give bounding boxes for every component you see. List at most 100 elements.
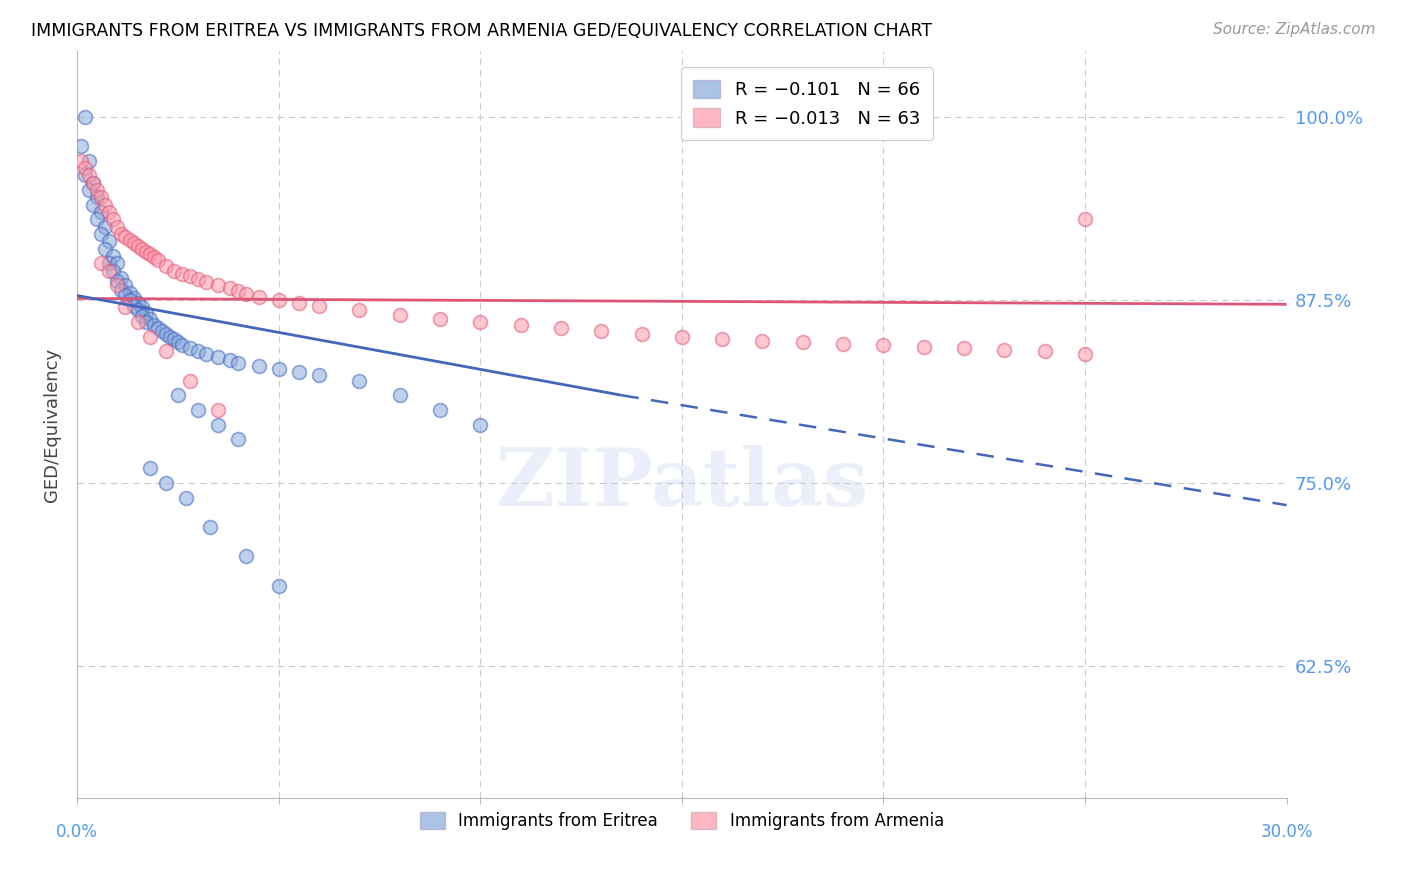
Point	[131, 300, 153, 314]
Point	[86, 190, 108, 204]
Point	[110, 283, 132, 297]
Point	[77, 169, 100, 183]
Point	[118, 233, 141, 247]
Point	[170, 267, 193, 281]
Point	[107, 256, 129, 270]
Point	[114, 288, 136, 302]
Point	[107, 219, 129, 234]
Point	[228, 284, 250, 298]
Point	[138, 461, 160, 475]
Point	[832, 337, 855, 351]
Point	[198, 520, 221, 534]
Point	[90, 227, 112, 241]
Text: ZIPatlas: ZIPatlas	[496, 445, 868, 524]
Point	[470, 315, 492, 329]
Point	[146, 320, 169, 334]
Point	[155, 259, 177, 273]
Point	[429, 402, 451, 417]
Point	[131, 309, 153, 323]
Point	[127, 238, 149, 252]
Point	[155, 476, 177, 491]
Point	[75, 161, 97, 175]
Point	[751, 334, 773, 348]
Point	[82, 176, 104, 190]
Point	[103, 249, 125, 263]
Point	[110, 227, 132, 241]
Point	[711, 333, 734, 347]
Point	[82, 197, 104, 211]
Point	[179, 269, 201, 284]
Point	[107, 274, 129, 288]
Point	[912, 340, 935, 354]
Point	[114, 278, 136, 293]
Point	[219, 353, 242, 368]
Point	[630, 326, 652, 341]
Point	[308, 368, 330, 382]
Point	[127, 303, 149, 318]
Point	[207, 278, 229, 293]
Point	[75, 169, 97, 183]
Point	[75, 110, 97, 124]
Point	[135, 315, 157, 329]
Point	[174, 491, 197, 505]
Point	[308, 299, 330, 313]
Point	[98, 256, 121, 270]
Point	[90, 205, 112, 219]
Point	[388, 388, 411, 402]
Point	[163, 333, 186, 347]
Point	[98, 234, 121, 248]
Point	[98, 205, 121, 219]
Point	[142, 251, 165, 265]
Point	[235, 287, 257, 301]
Point	[138, 247, 160, 261]
Point	[247, 290, 270, 304]
Point	[122, 292, 145, 306]
Point	[98, 263, 121, 277]
Point	[138, 329, 160, 343]
Point	[509, 318, 531, 332]
Point	[179, 341, 201, 355]
Point	[267, 579, 290, 593]
Point	[114, 230, 136, 244]
Point	[155, 326, 177, 341]
Point	[90, 190, 112, 204]
Point	[187, 344, 209, 359]
Point	[267, 361, 290, 376]
Point	[94, 197, 117, 211]
Point	[103, 212, 125, 227]
Point	[127, 315, 149, 329]
Point	[118, 293, 141, 307]
Point	[429, 312, 451, 326]
Point	[110, 271, 132, 285]
Point	[170, 338, 193, 352]
Point	[107, 278, 129, 293]
Point	[235, 549, 257, 564]
Point	[179, 374, 201, 388]
Point	[77, 153, 100, 168]
Point	[103, 263, 125, 277]
Point	[228, 432, 250, 446]
Point	[77, 183, 100, 197]
Point	[470, 417, 492, 432]
Point	[792, 335, 814, 350]
Legend: Immigrants from Eritrea, Immigrants from Armenia: Immigrants from Eritrea, Immigrants from…	[412, 804, 952, 838]
Point	[90, 256, 112, 270]
Text: 0.0%: 0.0%	[56, 823, 98, 841]
Point	[167, 388, 190, 402]
Point	[187, 272, 209, 286]
Text: 30.0%: 30.0%	[1260, 823, 1313, 841]
Point	[550, 320, 572, 334]
Point	[207, 350, 229, 364]
Point	[195, 347, 218, 361]
Point	[135, 244, 157, 259]
Point	[1033, 344, 1056, 359]
Point	[94, 242, 117, 256]
Point	[167, 335, 190, 350]
Y-axis label: GED/Equivalency: GED/Equivalency	[44, 348, 60, 501]
Point	[288, 295, 311, 310]
Point	[288, 365, 311, 379]
Point	[195, 275, 218, 289]
Point	[159, 329, 181, 343]
Point	[228, 356, 250, 370]
Point	[349, 303, 371, 318]
